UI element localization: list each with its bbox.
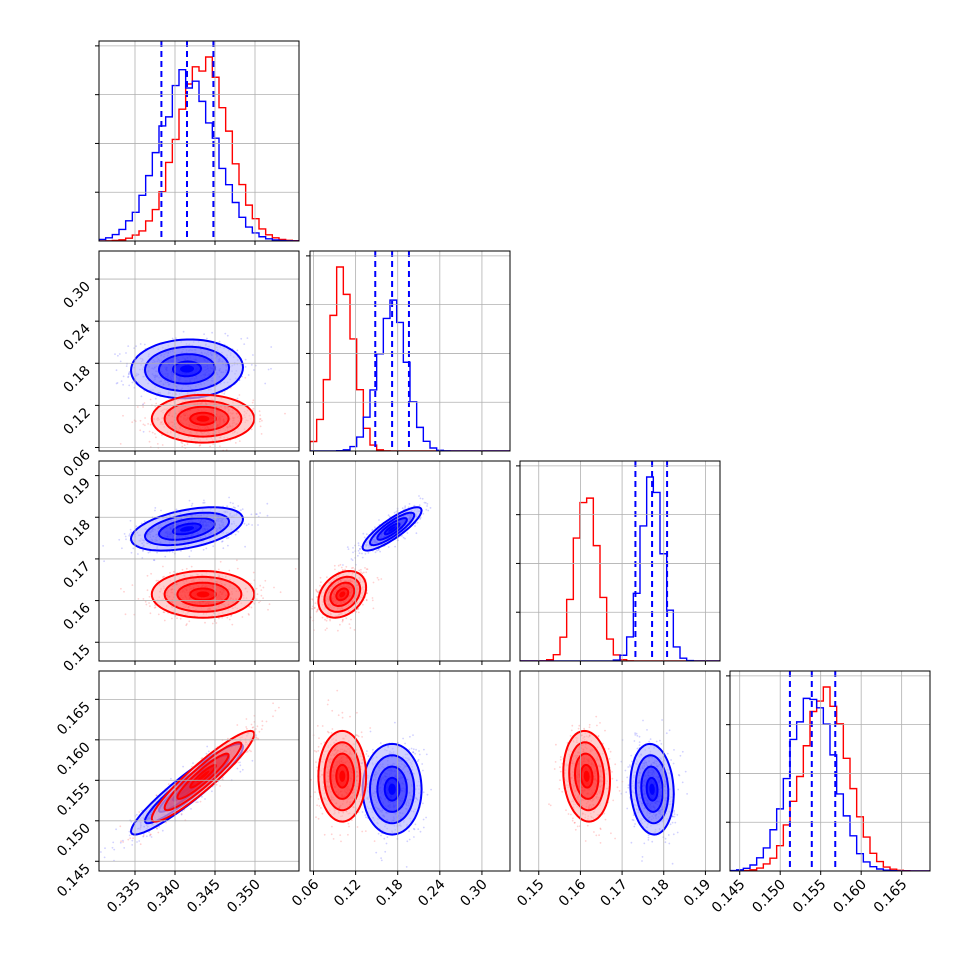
x-tick-label: 0.345	[184, 877, 224, 917]
panel-frame	[98, 250, 300, 452]
scatter-panel-4-3: 0.15 0.16 0.17 0.18 0.19	[514, 670, 721, 910]
y-tick-label: 0.145	[54, 861, 94, 901]
x-tick-label: 0.340	[144, 877, 184, 917]
contours-series-2	[150, 393, 256, 444]
contours-series-1	[361, 742, 423, 836]
contours-series-2	[317, 569, 368, 619]
panel-frame	[309, 670, 511, 872]
histogram-series-2	[99, 56, 299, 241]
y-tick-label: 0.150	[54, 820, 94, 860]
contours-series-1	[129, 338, 245, 400]
y-tick-label: 0.18	[60, 517, 93, 550]
panel-frame	[98, 670, 300, 872]
x-tick-label: 0.30	[457, 877, 490, 910]
panel-frame	[519, 460, 721, 662]
scatter-panel-2-1: 0.06 0.12 0.18 0.24 0.30	[60, 250, 300, 480]
density-contour	[388, 526, 396, 532]
contours-series-1	[361, 506, 423, 552]
histogram-series-2	[310, 266, 510, 451]
contours-series-1	[129, 506, 245, 552]
histogram-series-2	[730, 686, 930, 871]
y-tick-label: 0.15	[60, 642, 93, 675]
y-tick-label: 0.17	[60, 558, 93, 591]
histogram-series-1	[520, 476, 720, 661]
x-tick-label: 0.17	[598, 877, 631, 910]
density-contour	[339, 770, 346, 782]
histogram-series-2	[520, 497, 720, 661]
histogram-panel-2	[306, 250, 511, 455]
histogram-panel-4	[726, 670, 931, 875]
y-tick-label: 0.160	[54, 739, 94, 779]
y-tick-label: 0.24	[60, 321, 93, 354]
contours-series-2	[150, 569, 256, 619]
x-tick-label: 0.165	[871, 877, 911, 917]
x-tick-label: 0.160	[830, 877, 870, 917]
panel-frame	[519, 670, 721, 872]
histogram-series-1	[99, 68, 299, 241]
histogram-series-1	[310, 299, 510, 451]
y-tick-label: 0.18	[60, 363, 93, 396]
histogram-panel-3	[516, 460, 721, 665]
density-contour	[196, 415, 210, 422]
y-tick-label: 0.16	[60, 600, 93, 633]
y-tick-label: 0.12	[60, 405, 93, 438]
density-contour	[649, 783, 655, 795]
panel-frame	[98, 40, 300, 242]
panel-frame	[729, 670, 931, 872]
x-tick-label: 0.24	[415, 876, 448, 909]
scatter-panel-3-2	[309, 460, 511, 665]
x-tick-label: 0.15	[514, 877, 547, 910]
x-tick-label: 0.18	[639, 877, 672, 910]
x-tick-label: 0.335	[104, 877, 144, 917]
panel-frame	[309, 250, 511, 452]
density-contour	[180, 365, 194, 373]
y-tick-label: 0.165	[54, 699, 94, 739]
x-tick-label: 0.145	[709, 877, 749, 917]
density-contour	[196, 591, 210, 598]
scatter-panel-4-2: 0.06 0.12 0.18 0.24 0.30	[289, 670, 511, 910]
scatter-panel-4-1: 0.335 0.340 0.345 0.350 0.1450.1500.1550.160…	[54, 670, 300, 917]
x-tick-label: 0.16	[556, 876, 589, 909]
contours-series-2	[562, 729, 612, 823]
density-contour	[339, 591, 346, 598]
contours-series-2	[150, 729, 256, 823]
y-tick-label: 0.30	[60, 279, 93, 312]
histogram-panel-1	[95, 40, 300, 245]
x-tick-label: 0.18	[373, 877, 406, 910]
x-tick-label: 0.150	[749, 877, 789, 917]
panel-frame	[98, 460, 300, 662]
x-tick-label: 0.06	[289, 876, 322, 909]
scatter-panel-3-1: 0.15 0.16 0.17 0.18 0.19	[60, 460, 300, 675]
x-tick-label: 0.350	[224, 877, 264, 917]
density-contour	[388, 783, 396, 795]
x-tick-label: 0.155	[790, 877, 830, 917]
density-contour	[196, 770, 210, 782]
panel-frame	[309, 460, 511, 662]
x-tick-label: 0.12	[331, 877, 364, 910]
contours-series-2	[317, 729, 368, 823]
contours-series-1	[629, 742, 675, 836]
y-tick-label: 0.155	[54, 780, 94, 820]
y-tick-label: 0.19	[60, 475, 93, 508]
density-contour	[180, 526, 194, 532]
density-contour	[583, 770, 590, 782]
y-tick-label: 0.06	[60, 447, 93, 480]
